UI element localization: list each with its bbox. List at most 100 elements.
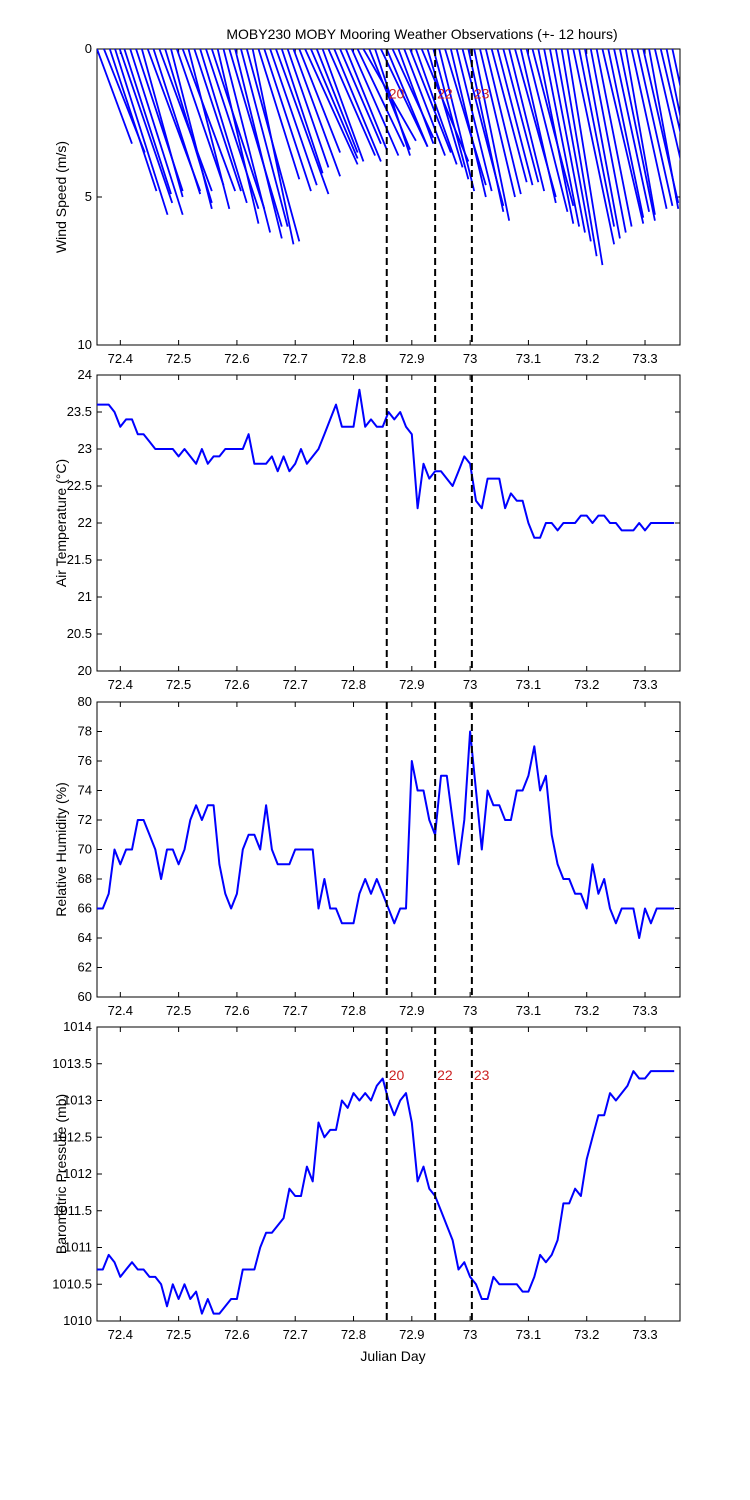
wind-stick bbox=[108, 49, 158, 192]
wind-stick bbox=[199, 49, 248, 204]
x-tick-label-humidity: 72.8 bbox=[341, 1003, 366, 1018]
wind-stick bbox=[374, 49, 411, 156]
x-axis-label: Julian Day bbox=[360, 1348, 425, 1364]
wind-stick bbox=[280, 49, 324, 174]
wind-stick bbox=[350, 49, 400, 156]
wind-stick bbox=[543, 49, 581, 227]
x-tick-label-humidity: 72.5 bbox=[166, 1003, 191, 1018]
x-tick-label-airtemp: 73.2 bbox=[574, 677, 599, 692]
y-tick-label-pressure: 1013 bbox=[63, 1093, 92, 1108]
y-tick-label-pressure: 1010.5 bbox=[52, 1276, 92, 1291]
wind-stick bbox=[240, 49, 289, 227]
wind-stick bbox=[181, 49, 237, 192]
event-marker-label: 23 bbox=[474, 85, 490, 101]
wind-stick bbox=[450, 49, 487, 198]
panel-humidity: 72.4 72.5 72.6 72.7 72.8 72.9 73 73.1 73.2 73.3 60… bbox=[53, 694, 681, 1018]
wind-stick bbox=[560, 49, 598, 257]
wind-stick bbox=[356, 49, 406, 148]
x-tick-label-airtemp: 72.5 bbox=[166, 677, 191, 692]
panel-pressure: 72.4 72.5 72.6 72.7 72.8 72.9 73 73.1 73.2 73.3 10… bbox=[52, 1019, 681, 1342]
wind-stick bbox=[263, 49, 312, 192]
y-tick-label-airtemp: 23 bbox=[78, 441, 92, 456]
wind-stick bbox=[525, 49, 569, 213]
y-tick-label-humidity: 74 bbox=[78, 783, 92, 798]
wind-stick bbox=[572, 49, 616, 245]
x-tick-label-wind: 73 bbox=[463, 351, 477, 366]
x-tick-label-pressure: 72.5 bbox=[166, 1327, 191, 1342]
y-tick-label-pressure: 1013.5 bbox=[52, 1056, 92, 1071]
x-tick-label-wind: 73.3 bbox=[632, 351, 657, 366]
wind-stick bbox=[251, 49, 295, 245]
wind-stick bbox=[531, 49, 575, 207]
event-marker-label: 20 bbox=[389, 85, 405, 101]
event-marker-label: 22 bbox=[437, 85, 453, 101]
event-marker-label: 20 bbox=[389, 1067, 405, 1083]
wind-stick bbox=[636, 49, 674, 207]
y-tick-label-humidity: 64 bbox=[78, 930, 92, 945]
wind-stick bbox=[589, 49, 627, 233]
x-tick-label-pressure: 72.7 bbox=[283, 1327, 308, 1342]
y-tick-label-airtemp: 20 bbox=[78, 663, 92, 678]
y-tick-label-wind: 0 bbox=[85, 41, 92, 56]
y-tick-label-pressure: 1011 bbox=[64, 1240, 92, 1255]
y-tick-label-humidity: 68 bbox=[78, 871, 92, 886]
wind-stick bbox=[444, 49, 487, 186]
x-tick-label-pressure: 72.4 bbox=[108, 1327, 133, 1342]
wind-stick bbox=[397, 49, 435, 145]
plot-area-airtemp bbox=[97, 375, 675, 671]
wind-stick bbox=[286, 49, 330, 168]
wind-stick bbox=[566, 49, 604, 266]
wind-stick bbox=[502, 49, 540, 183]
y-tick-label-pressure: 1014 bbox=[63, 1019, 92, 1034]
x-tick-label-wind: 73.1 bbox=[516, 351, 541, 366]
event-marker-label: 22 bbox=[437, 1067, 453, 1083]
wind-stick bbox=[578, 49, 616, 227]
x-tick-label-airtemp: 73.3 bbox=[632, 677, 657, 692]
plot-area-humidity bbox=[97, 702, 675, 997]
y-tick-label-airtemp: 23.5 bbox=[67, 404, 92, 419]
wind-stick bbox=[403, 49, 446, 156]
y-tick-label-humidity: 62 bbox=[78, 960, 92, 975]
wind-stick bbox=[415, 49, 458, 165]
y-axis-label-humidity: Relative Humidity (%) bbox=[53, 782, 69, 917]
x-tick-label-wind: 72.9 bbox=[399, 351, 424, 366]
wind-stick bbox=[385, 49, 429, 148]
wind-stick bbox=[554, 49, 592, 242]
wind-stick bbox=[333, 49, 382, 162]
wind-stick bbox=[584, 49, 621, 239]
x-tick-label-airtemp: 72.4 bbox=[108, 677, 133, 692]
y-axis-label-airtemp: Air Temperature (°C) bbox=[53, 459, 69, 587]
wind-stick bbox=[228, 49, 283, 227]
x-tick-label-humidity: 73.3 bbox=[632, 1003, 657, 1018]
wind-stick bbox=[619, 49, 656, 221]
wind-stick bbox=[123, 49, 172, 195]
wind-stick bbox=[152, 49, 202, 195]
plot-area-wind bbox=[97, 49, 680, 345]
x-tick-label-airtemp: 72.8 bbox=[341, 677, 366, 692]
y-tick-label-humidity: 72 bbox=[78, 812, 92, 827]
wind-stick bbox=[490, 49, 528, 183]
x-tick-label-airtemp: 72.6 bbox=[224, 677, 249, 692]
x-tick-label-wind: 72.7 bbox=[283, 351, 308, 366]
wind-stick bbox=[426, 49, 464, 168]
wind-stick bbox=[141, 49, 184, 198]
wind-stick bbox=[310, 49, 359, 159]
x-tick-label-wind: 73.2 bbox=[574, 351, 599, 366]
figure-title: MOBY230 MOBY Mooring Weather Observation… bbox=[226, 26, 617, 42]
wind-stick bbox=[205, 49, 260, 210]
wind-stick bbox=[97, 49, 133, 145]
y-tick-label-airtemp: 22.5 bbox=[67, 478, 92, 493]
y-tick-label-wind: 10 bbox=[78, 337, 92, 352]
wind-stick bbox=[298, 49, 341, 153]
y-axis-label-pressure: Barometric Pressure (mb) bbox=[53, 1094, 69, 1254]
wind-stick bbox=[187, 49, 231, 210]
x-tick-label-pressure: 73.1 bbox=[516, 1327, 541, 1342]
y-tick-label-pressure: 1010 bbox=[63, 1313, 92, 1328]
x-tick-label-humidity: 73 bbox=[463, 1003, 477, 1018]
panel-airtemp: 72.4 72.5 72.6 72.7 72.8 72.9 73 73.1 73.2 73.3 20… bbox=[53, 367, 681, 692]
x-tick-label-humidity: 73.2 bbox=[574, 1003, 599, 1018]
series-line-airtemp bbox=[97, 388, 675, 539]
wind-stick bbox=[222, 49, 272, 233]
wind-stick bbox=[176, 49, 225, 186]
